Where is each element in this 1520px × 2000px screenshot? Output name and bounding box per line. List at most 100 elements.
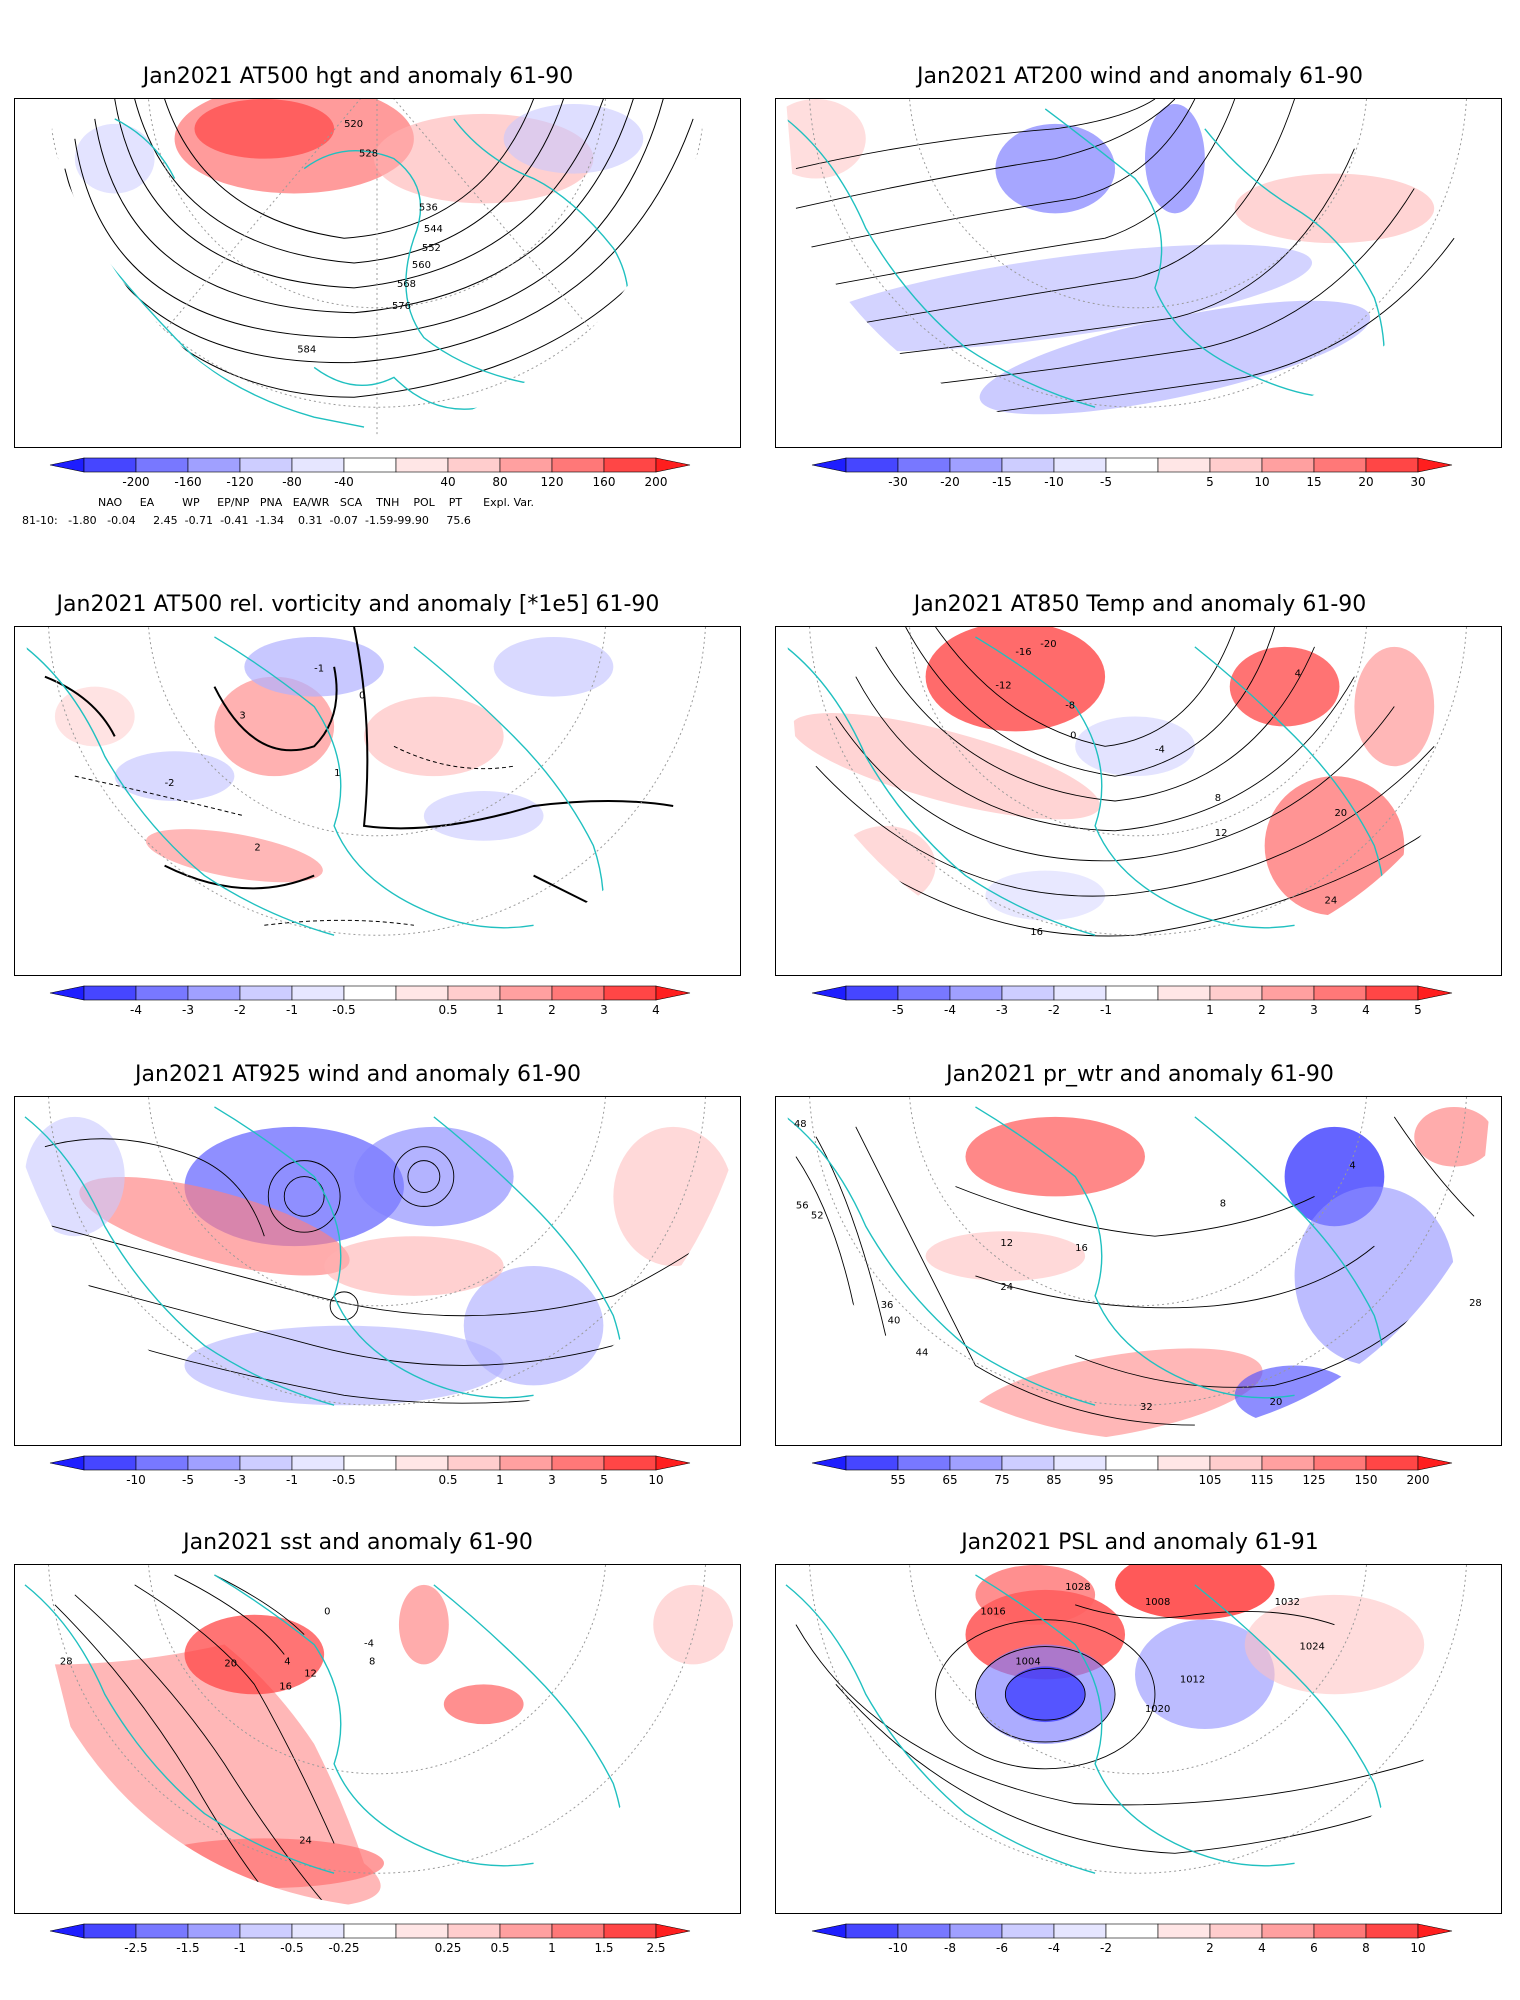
anomaly-positive <box>925 1231 1086 1281</box>
contour-label: 1028 <box>1065 1582 1090 1593</box>
colorbar-box <box>897 985 951 1001</box>
colorbar-box <box>1157 985 1211 1001</box>
index-value: -0.04 <box>107 514 136 527</box>
map-hgt500-canvas: 520 528 536 544 552 560 568 576 584 <box>50 99 704 438</box>
index-value: -99.90 <box>393 514 429 527</box>
colorbar-tick-label: -4 <box>944 1003 956 1017</box>
colorbar-box <box>897 1455 951 1471</box>
anomaly-negative <box>798 244 1313 352</box>
colorbar-tick-label: 200 <box>645 475 668 489</box>
contour-label: 3 <box>239 710 245 721</box>
contour-label: 1008 <box>1145 1597 1170 1608</box>
map-vort500-canvas: -2 -1 0 1 2 3 <box>24 627 707 956</box>
index-header: SCA <box>339 496 363 509</box>
colorbar-box <box>1001 1455 1055 1471</box>
colorbar-tick-label: 6 <box>1310 1941 1318 1955</box>
colorbar-box <box>395 1455 449 1471</box>
colorbar-box <box>1209 985 1263 1001</box>
colorbar-box <box>447 1923 501 1939</box>
panel-title-vort500: Jan2021 AT500 rel. vorticity and anomaly… <box>56 592 660 617</box>
contour-label: 44 <box>916 1348 929 1359</box>
colorbar-tick-label: -80 <box>282 475 302 489</box>
colorbar-tick-label: 15 <box>1306 475 1321 489</box>
colorbar-box <box>291 457 345 473</box>
colorbar-tick-label: -30 <box>888 475 908 489</box>
contour-label: 36 <box>881 1300 894 1311</box>
contour-label: 24 <box>299 1835 312 1846</box>
map-sst: -4 0 4 8 12 16 20 24 28 <box>14 1564 741 1914</box>
colorbar-tick-label: -20 <box>940 475 960 489</box>
colorbar-box <box>1053 1923 1107 1939</box>
colorbar-arrow-low <box>49 1455 85 1471</box>
colorbar-box <box>1261 1923 1315 1939</box>
colorbar-tick-label: 75 <box>994 1473 1009 1487</box>
colorbar-arrow-low <box>811 457 847 473</box>
colorbar-box <box>187 1923 241 1939</box>
anomaly-positive <box>1354 646 1435 767</box>
colorbar-tick-label: 8 <box>1362 1941 1370 1955</box>
panel-title-hgt500: Jan2021 AT500 hgt and anomaly 61-90 <box>142 64 574 89</box>
colorbar-tick-label: 40 <box>440 475 455 489</box>
colorbar-arrow-high <box>655 457 691 473</box>
contour-label: 1020 <box>1145 1704 1170 1715</box>
map-wind925 <box>14 1096 741 1446</box>
colorbar-box <box>1053 985 1107 1001</box>
colorbar-arrow-low <box>49 457 85 473</box>
contour-labels: -20 -16 -12 -8 -4 0 4 8 12 16 20 24 <box>995 639 1347 938</box>
colorbar-box <box>1105 457 1159 473</box>
colorbar-tick-label: 1 <box>496 1473 504 1487</box>
colorbar-box <box>187 985 241 1001</box>
anomaly-negative <box>503 103 644 174</box>
colorbar-tick-label: 10 <box>1410 1941 1425 1955</box>
index-value: -1.34 <box>255 514 284 527</box>
panel-title-prwtr: Jan2021 pr_wtr and anomaly 61-90 <box>946 1062 1334 1087</box>
index-header-row: NAO EA WP EP/NP PNA EA/WR SCA TNH POL PT… <box>98 496 534 509</box>
colorbar-tick-label: -1 <box>286 1473 298 1487</box>
anomaly-positive <box>835 825 936 906</box>
anomaly-positive <box>975 1565 1096 1625</box>
colorbar-tick-label: 1 <box>1206 1003 1214 1017</box>
anomaly-positive <box>364 696 504 777</box>
colorbar-box <box>1157 1455 1211 1471</box>
anomaly-positive-core <box>194 99 335 159</box>
contour-label: 1016 <box>980 1607 1005 1618</box>
colorbar-tick-label: 85 <box>1046 1473 1061 1487</box>
contour-label: 16 <box>1075 1243 1088 1254</box>
colorbar-box <box>1001 985 1055 1001</box>
contour-label: 20 <box>224 1658 237 1669</box>
graticule <box>47 627 707 936</box>
colorbar-box <box>897 1923 951 1939</box>
colorbar-tick-label: 1 <box>548 1941 556 1955</box>
colorbar-prwtr: 55 65 75 85 95 105 115 125 150 200 <box>811 1455 1453 1494</box>
index-header: EA <box>139 496 155 509</box>
colorbar-tick-label: 3 <box>548 1473 556 1487</box>
colorbar-tick-label: 1 <box>496 1003 504 1017</box>
anomaly-negative <box>244 636 384 697</box>
anomaly-positive <box>1264 776 1405 916</box>
colorbar-tick-label: -1 <box>286 1003 298 1017</box>
anomaly-negative <box>1294 1186 1455 1366</box>
map-prwtr: 4 8 12 16 20 24 28 32 36 40 44 48 52 56 <box>775 1096 1502 1446</box>
index-value: 2.45 <box>153 514 178 527</box>
contour-label: 520 <box>344 119 363 130</box>
panel-title-psl: Jan2021 PSL and anomaly 61-91 <box>961 1530 1319 1555</box>
colorbar-box <box>135 1923 189 1939</box>
contour-label: 1032 <box>1275 1597 1300 1608</box>
graticule <box>808 1565 1468 1874</box>
colorbar-box <box>83 1455 137 1471</box>
colorbar-box <box>845 985 899 1001</box>
colorbar-box <box>499 1455 553 1471</box>
contour-label: 1012 <box>1180 1674 1205 1685</box>
colorbar-tick-label: 10 <box>648 1473 663 1487</box>
index-header: PNA <box>259 496 283 509</box>
contour-label: 0 <box>359 691 365 702</box>
contour-label: 2 <box>254 843 260 854</box>
colorbar-tick-label: -1.5 <box>176 1941 199 1955</box>
map-prwtr-canvas: 4 8 12 16 20 24 28 32 36 40 44 48 52 56 <box>785 1097 1492 1441</box>
colorbar-tick-label: 2 <box>1258 1003 1266 1017</box>
contour-labels: 4 8 12 16 20 24 28 32 36 40 44 48 52 56 <box>794 1119 1482 1413</box>
colorbar-svg: -4 -3 -2 -1 -0.5 0.5 1 2 3 4 <box>49 985 691 1017</box>
graticule <box>47 1565 707 1874</box>
colorbar-tick-label: 30 <box>1410 475 1425 489</box>
contour-label: 28 <box>60 1656 73 1667</box>
